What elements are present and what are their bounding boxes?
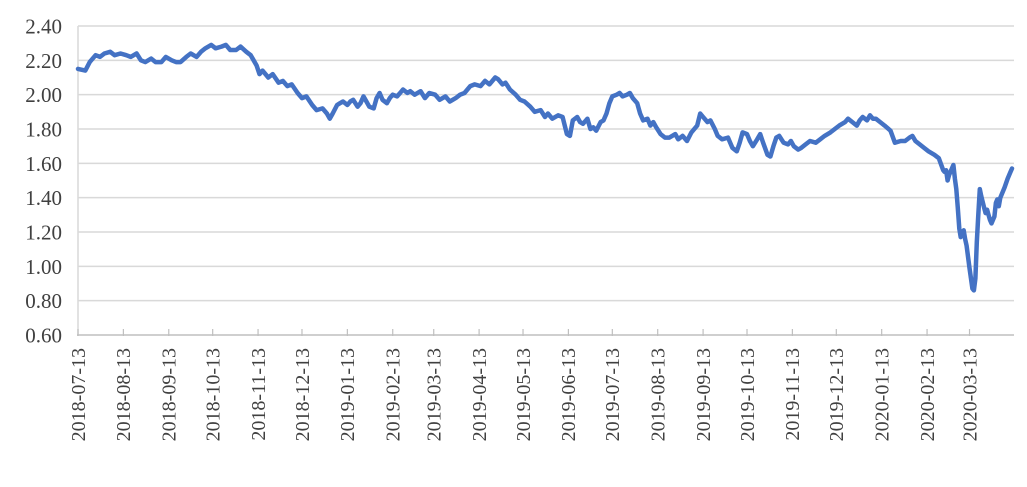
gridlines (78, 25, 1014, 302)
y-axis-labels: 2.40 2.20 2.00 1.80 1.60 1.40 1.20 1.00 0.80 0.60 (25, 15, 62, 348)
y-axis-label: 1.80 (25, 118, 62, 142)
x-axis-label: 2019-06-13 (558, 348, 580, 441)
x-axis-label: 2018-12-13 (292, 348, 314, 441)
y-axis-label: 1.60 (25, 152, 62, 176)
x-axis-label: 2019-10-13 (737, 348, 759, 441)
x-axis-ticks (77, 329, 971, 336)
y-axis-label: 2.40 (25, 15, 62, 39)
x-axis-label: 2019-12-13 (826, 348, 848, 441)
x-axis-label: 2019-11-13 (782, 348, 804, 441)
x-axis-label: 2018-10-13 (202, 348, 224, 441)
y-axis-label: 0.60 (25, 324, 62, 348)
x-axis-label: 2018-08-13 (113, 348, 135, 441)
x-axis-label: 2019-01-13 (337, 348, 359, 441)
x-axis-label: 2020-02-13 (917, 348, 939, 441)
x-axis-label: 2020-01-13 (871, 348, 893, 441)
x-axis-label: 2019-04-13 (469, 348, 491, 441)
x-axis-label: 2019-02-13 (383, 348, 405, 441)
x-axis-label: 2019-03-13 (424, 348, 446, 441)
axes (77, 26, 1014, 336)
x-axis-label: 2019-08-13 (648, 348, 670, 441)
y-axis-label: 1.00 (25, 255, 62, 279)
y-axis-label: 2.20 (25, 49, 62, 73)
x-axis-label: 2019-05-13 (513, 348, 535, 441)
y-axis-label: 1.40 (25, 186, 62, 210)
x-axis-label: 2019-07-13 (602, 348, 624, 441)
x-axis-labels: 2018-07-13 2018-08-13 2018-09-13 2018-10-13… (68, 348, 982, 441)
y-axis-label: 1.20 (25, 221, 62, 245)
y-axis-label: 0.80 (25, 289, 62, 313)
data-series (75, 42, 1015, 293)
x-axis-label: 2019-09-13 (693, 348, 715, 441)
x-axis-label: 2018-09-13 (159, 348, 181, 441)
x-axis-label: 2020-03-13 (959, 348, 981, 441)
x-axis-label: 2018-07-13 (68, 348, 90, 441)
price-line-series (75, 42, 1015, 293)
x-axis-label: 2018-11-13 (248, 348, 270, 441)
y-axis-label: 2.00 (25, 83, 62, 107)
